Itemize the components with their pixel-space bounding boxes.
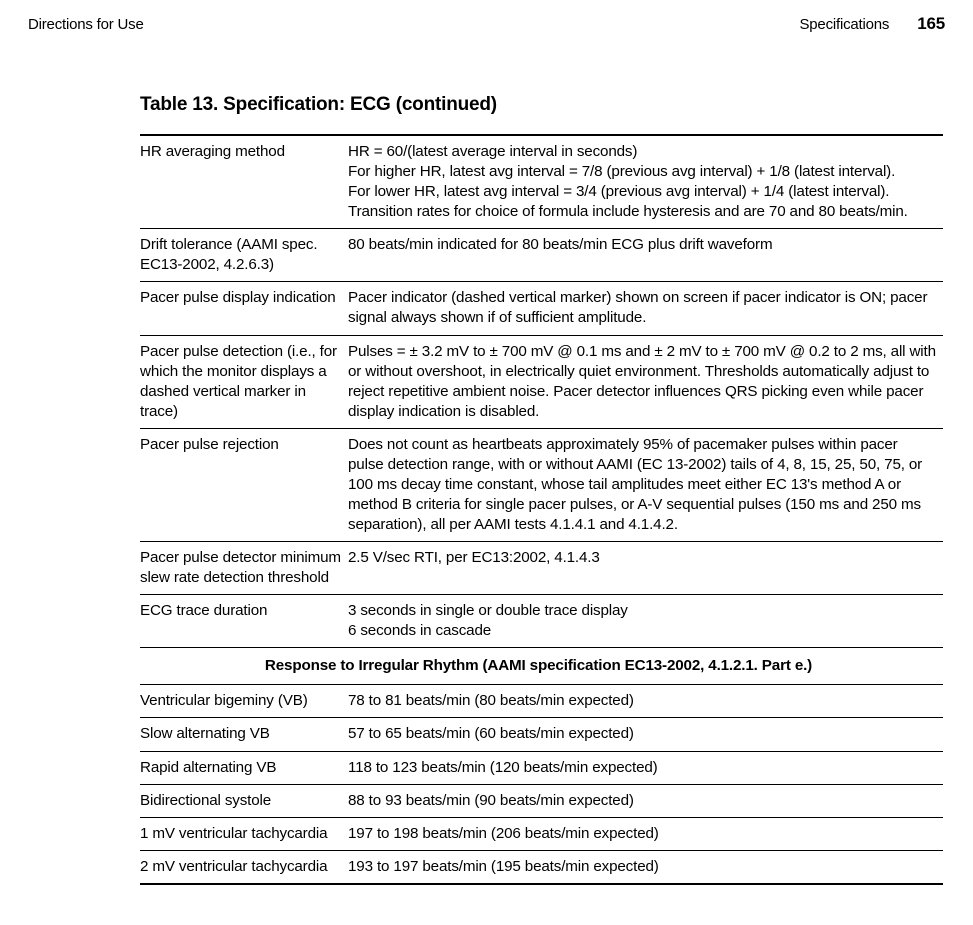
table-row: Pacer pulse display indication Pacer ind… — [140, 282, 943, 335]
table-row: ECG trace duration 3 seconds in single o… — [140, 595, 943, 648]
spec-label: Rapid alternating VB — [140, 751, 348, 784]
spec-label: Drift tolerance (AAMI spec. EC13-2002, 4… — [140, 229, 348, 282]
table-row: 1 mV ventricular tachycardia 197 to 198 … — [140, 817, 943, 850]
spec-label: Slow alternating VB — [140, 718, 348, 751]
spec-label: ECG trace duration — [140, 595, 348, 648]
spec-value: 80 beats/min indicated for 80 beats/min … — [348, 229, 943, 282]
table-row: Slow alternating VB 57 to 65 beats/min (… — [140, 718, 943, 751]
page: Directions for Use Specifications 165 Ta… — [0, 0, 973, 925]
content-area: Table 13. Specification: ECG (continued)… — [28, 94, 945, 885]
table-row: Bidirectional systole 88 to 93 beats/min… — [140, 784, 943, 817]
spec-value: 193 to 197 beats/min (195 beats/min expe… — [348, 850, 943, 884]
header-section: Specifications — [799, 16, 889, 33]
spec-value: 118 to 123 beats/min (120 beats/min expe… — [348, 751, 943, 784]
table-row: Pacer pulse detector minimum slew rate d… — [140, 542, 943, 595]
spec-value: 88 to 93 beats/min (90 beats/min expecte… — [348, 784, 943, 817]
table-row: HR averaging method HR = 60/(latest aver… — [140, 135, 943, 229]
table-row: 2 mV ventricular tachycardia 193 to 197 … — [140, 850, 943, 884]
spec-value: 197 to 198 beats/min (206 beats/min expe… — [348, 817, 943, 850]
page-number: 165 — [917, 14, 945, 34]
table-body: HR averaging method HR = 60/(latest aver… — [140, 135, 943, 884]
spec-value: 2.5 V/sec RTI, per EC13:2002, 4.1.4.3 — [348, 542, 943, 595]
spec-label: Pacer pulse detection (i.e., for which t… — [140, 335, 348, 428]
spec-value: Pulses = ± 3.2 mV to ± 700 mV @ 0.1 ms a… — [348, 335, 943, 428]
spec-value: HR = 60/(latest average interval in seco… — [348, 135, 943, 229]
spec-label: 2 mV ventricular tachycardia — [140, 850, 348, 884]
spec-value: Does not count as heartbeats approximate… — [348, 428, 943, 541]
table-row: Rapid alternating VB 118 to 123 beats/mi… — [140, 751, 943, 784]
spec-label: HR averaging method — [140, 135, 348, 229]
spec-label: Bidirectional systole — [140, 784, 348, 817]
spec-label: Ventricular bigeminy (VB) — [140, 685, 348, 718]
header-left: Directions for Use — [28, 16, 144, 33]
spec-value: 3 seconds in single or double trace disp… — [348, 595, 943, 648]
spec-label: Pacer pulse display indication — [140, 282, 348, 335]
header-right: Specifications 165 — [799, 14, 945, 34]
spec-value: 57 to 65 beats/min (60 beats/min expecte… — [348, 718, 943, 751]
table-row: Pacer pulse detection (i.e., for which t… — [140, 335, 943, 428]
spec-label: 1 mV ventricular tachycardia — [140, 817, 348, 850]
spec-table: HR averaging method HR = 60/(latest aver… — [140, 134, 943, 885]
spec-value: Pacer indicator (dashed vertical marker)… — [348, 282, 943, 335]
table-row: Drift tolerance (AAMI spec. EC13-2002, 4… — [140, 229, 943, 282]
table-caption: Table 13. Specification: ECG (continued) — [140, 94, 943, 116]
spec-label: Pacer pulse rejection — [140, 428, 348, 541]
spec-value: 78 to 81 beats/min (80 beats/min expecte… — [348, 685, 943, 718]
page-header: Directions for Use Specifications 165 — [28, 14, 945, 34]
section-header-text: Response to Irregular Rhythm (AAMI speci… — [140, 648, 943, 685]
section-header-row: Response to Irregular Rhythm (AAMI speci… — [140, 648, 943, 685]
spec-label: Pacer pulse detector minimum slew rate d… — [140, 542, 348, 595]
table-row: Pacer pulse rejection Does not count as … — [140, 428, 943, 541]
table-row: Ventricular bigeminy (VB) 78 to 81 beats… — [140, 685, 943, 718]
